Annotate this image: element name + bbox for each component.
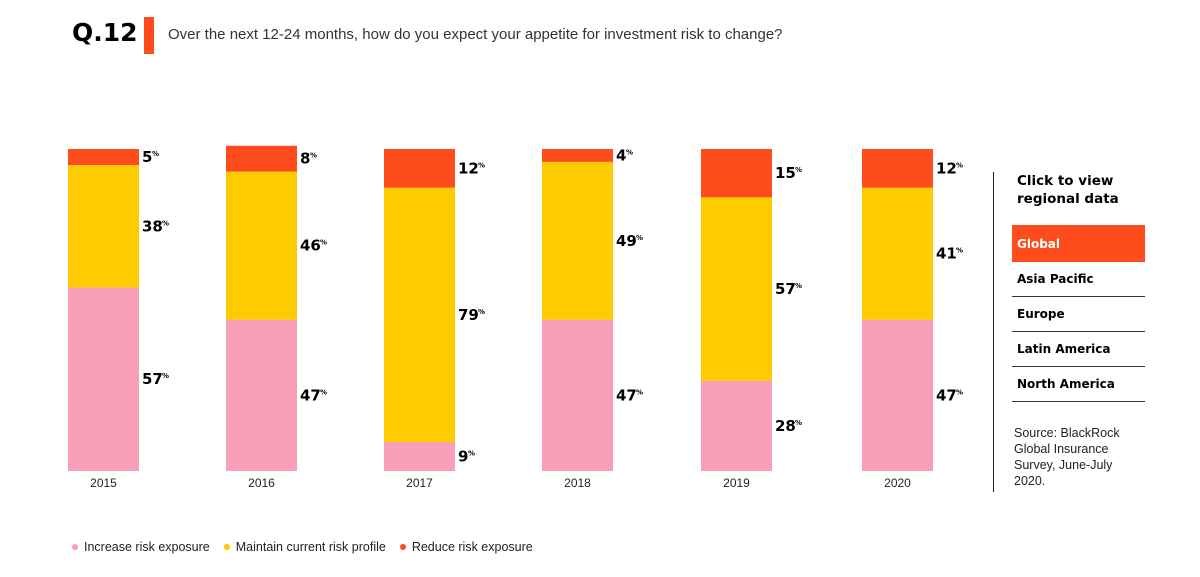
bar-segment-2018-1 bbox=[542, 319, 613, 471]
bar-segment-2017-1 bbox=[384, 442, 455, 471]
data-label-2019-2: 57 bbox=[775, 280, 796, 298]
bar-segment-2018-2 bbox=[542, 161, 613, 320]
bar-segment-2020-2 bbox=[862, 187, 933, 320]
question-number: Q.12 bbox=[72, 18, 138, 47]
x-tick-label-2015: 2015 bbox=[90, 476, 117, 490]
data-label-2016-2: 46 bbox=[300, 237, 321, 255]
legend-dot-icon bbox=[399, 544, 406, 550]
legend-dot-icon bbox=[223, 544, 230, 550]
legend-label: Maintain current risk profile bbox=[235, 540, 386, 554]
percent-sign: % bbox=[956, 247, 963, 255]
percent-sign: % bbox=[795, 166, 802, 174]
legend-label: Increase risk exposure bbox=[84, 540, 210, 554]
x-tick-label-2018: 2018 bbox=[564, 476, 591, 490]
data-label-2016-1: 47 bbox=[300, 386, 321, 404]
data-label-2018-2: 49 bbox=[616, 232, 637, 250]
x-tick-label-2020: 2020 bbox=[884, 476, 911, 490]
data-label-2020-2: 41 bbox=[936, 245, 957, 263]
percent-sign: % bbox=[626, 148, 633, 156]
bar-segment-2020-1 bbox=[862, 319, 933, 471]
legend-dot-icon bbox=[72, 544, 78, 550]
legend-label: Reduce risk exposure bbox=[411, 540, 533, 554]
bar-segment-2015-2 bbox=[68, 165, 139, 288]
data-label-2018-1: 47 bbox=[616, 386, 637, 404]
percent-sign: % bbox=[956, 388, 963, 396]
bar-segment-2016-3 bbox=[226, 145, 297, 172]
bar-segment-2019-1 bbox=[701, 380, 772, 471]
percent-sign: % bbox=[310, 152, 317, 160]
data-label-2019-1: 28 bbox=[775, 417, 796, 435]
percent-sign: % bbox=[636, 388, 643, 396]
region-item-europe[interactable]: Europe bbox=[1012, 297, 1145, 332]
region-item-latin-america[interactable]: Latin America bbox=[1012, 332, 1145, 367]
region-item-asia-pacific[interactable]: Asia Pacific bbox=[1012, 262, 1145, 297]
panel-title: Click to view regional data bbox=[1017, 173, 1119, 207]
legend-item-2: Maintain current risk profile bbox=[223, 540, 386, 554]
data-label-2017-2: 79 bbox=[458, 306, 479, 324]
data-label-2015-2: 38 bbox=[142, 217, 163, 235]
bar-segment-2019-2 bbox=[701, 197, 772, 381]
percent-sign: % bbox=[320, 239, 327, 247]
percent-sign: % bbox=[320, 388, 327, 396]
region-list: Global Asia Pacific Europe Latin America Nor… bbox=[1012, 225, 1145, 402]
percent-sign: % bbox=[795, 282, 802, 290]
data-label-2019-3: 15 bbox=[775, 164, 796, 182]
percent-sign: % bbox=[152, 150, 159, 158]
chart-legend: Increase risk exposure Maintain current r… bbox=[72, 540, 533, 554]
x-tick-label-2017: 2017 bbox=[406, 476, 433, 490]
question-text: Over the next 12-24 months, how do you e… bbox=[168, 26, 783, 43]
panel-divider bbox=[993, 172, 994, 492]
percent-sign: % bbox=[162, 219, 169, 227]
data-label-2020-1: 47 bbox=[936, 386, 957, 404]
bar-segment-2016-2 bbox=[226, 171, 297, 320]
data-label-2015-3: 5 bbox=[142, 148, 152, 166]
percent-sign: % bbox=[795, 419, 802, 427]
bar-segment-2019-3 bbox=[701, 149, 772, 198]
bar-segment-2017-2 bbox=[384, 187, 455, 443]
region-item-north-america[interactable]: North America bbox=[1012, 367, 1145, 402]
x-tick-label-2019: 2019 bbox=[723, 476, 750, 490]
question-accent-bar bbox=[144, 17, 154, 54]
bar-segment-2015-1 bbox=[68, 287, 139, 471]
data-label-2017-1: 9 bbox=[458, 448, 468, 466]
data-label-2018-3: 4 bbox=[616, 146, 626, 164]
bar-segment-2015-3 bbox=[68, 149, 139, 166]
percent-sign: % bbox=[468, 450, 475, 458]
data-label-2020-3: 12 bbox=[936, 159, 957, 177]
data-label-2017-3: 12 bbox=[458, 159, 479, 177]
bar-segment-2017-3 bbox=[384, 149, 455, 188]
source-note: Source: BlackRock Global Insurance Surve… bbox=[1014, 426, 1120, 488]
data-label-2016-3: 8 bbox=[300, 150, 310, 168]
percent-sign: % bbox=[636, 234, 643, 242]
bar-segment-2020-3 bbox=[862, 149, 933, 188]
region-item-global[interactable]: Global bbox=[1012, 225, 1145, 262]
bar-segment-2018-3 bbox=[542, 149, 613, 162]
percent-sign: % bbox=[478, 308, 485, 316]
percent-sign: % bbox=[956, 161, 963, 169]
percent-sign: % bbox=[478, 161, 485, 169]
bar-segment-2016-1 bbox=[226, 319, 297, 471]
percent-sign: % bbox=[162, 372, 169, 380]
legend-item-1: Increase risk exposure bbox=[72, 540, 210, 554]
data-label-2015-1: 57 bbox=[142, 370, 163, 388]
legend-item-3: Reduce risk exposure bbox=[399, 540, 533, 554]
x-tick-label-2016: 2016 bbox=[248, 476, 275, 490]
